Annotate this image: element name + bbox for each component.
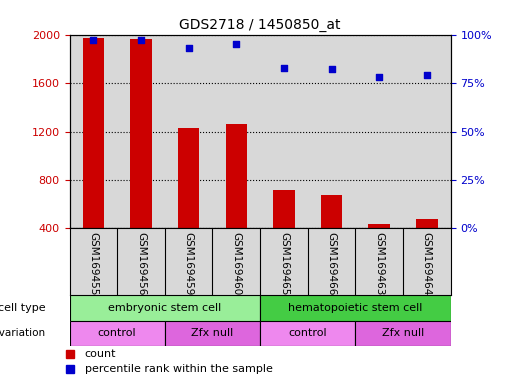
Text: percentile rank within the sample: percentile rank within the sample — [85, 364, 272, 374]
Bar — [82, 38, 104, 228]
Point — [375, 74, 383, 80]
Bar — [273, 190, 295, 228]
Point — [328, 66, 336, 73]
Text: GSM169455: GSM169455 — [89, 232, 98, 295]
Text: cell type: cell type — [0, 303, 46, 313]
Text: GSM169465: GSM169465 — [279, 232, 289, 295]
Title: GDS2718 / 1450850_at: GDS2718 / 1450850_at — [179, 18, 341, 32]
Text: count: count — [85, 349, 116, 359]
Bar — [260, 321, 355, 346]
Text: GSM169460: GSM169460 — [231, 232, 241, 295]
Text: GSM169463: GSM169463 — [374, 232, 384, 295]
Bar — [165, 321, 260, 346]
Text: GSM169464: GSM169464 — [422, 232, 432, 295]
Text: genotype/variation: genotype/variation — [0, 328, 46, 338]
Text: GSM169456: GSM169456 — [136, 232, 146, 295]
Point — [184, 45, 193, 51]
Bar — [70, 321, 165, 346]
Bar — [260, 295, 451, 321]
Bar — [130, 39, 152, 228]
Bar — [355, 321, 451, 346]
Point — [137, 37, 145, 43]
Text: hematopoietic stem cell: hematopoietic stem cell — [288, 303, 422, 313]
Text: control: control — [98, 328, 136, 338]
Bar — [226, 124, 247, 228]
Text: GSM169466: GSM169466 — [327, 232, 336, 295]
Text: embryonic stem cell: embryonic stem cell — [108, 303, 221, 313]
Bar — [70, 295, 260, 321]
Point — [232, 41, 241, 47]
Point — [89, 37, 97, 43]
Text: GSM169459: GSM169459 — [184, 232, 194, 295]
Text: control: control — [288, 328, 327, 338]
Bar — [321, 195, 342, 228]
Text: Zfx null: Zfx null — [382, 328, 424, 338]
Point — [423, 72, 431, 78]
Text: Zfx null: Zfx null — [191, 328, 234, 338]
Bar — [416, 219, 438, 228]
Bar — [178, 128, 199, 228]
Point — [280, 65, 288, 71]
Bar — [368, 223, 390, 228]
